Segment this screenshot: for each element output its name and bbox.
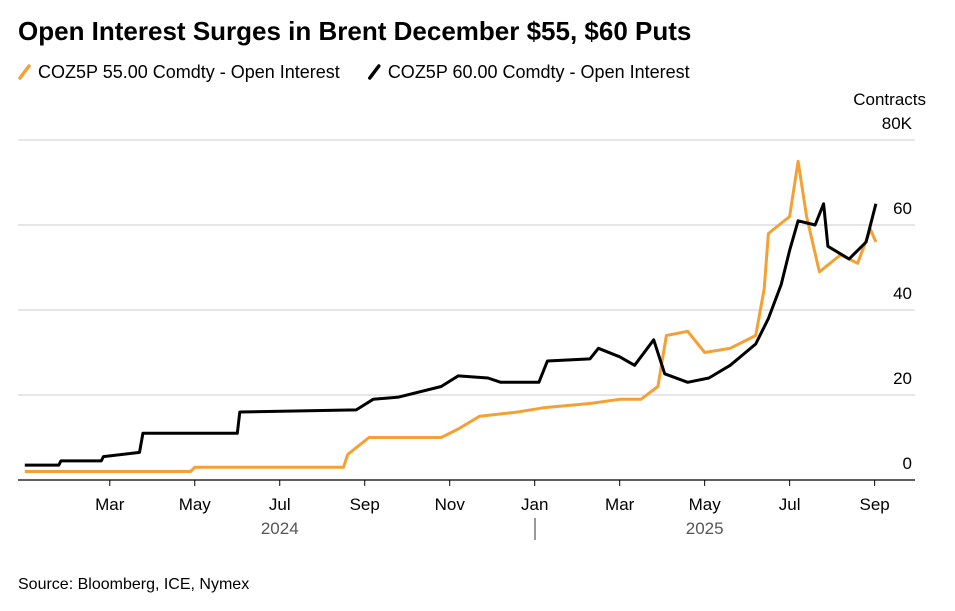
legend-label: COZ5P 60.00 Comdty - Open Interest [388,62,690,82]
x-tick-label: Jul [269,495,291,514]
year-label: 2024 [261,519,299,538]
year-label: 2025 [686,519,724,538]
x-tick-label: Nov [435,495,466,514]
x-tick-label: Mar [605,495,635,514]
x-tick-label: Sep [350,495,380,514]
x-tick-label: Jul [779,495,801,514]
y-axis-label: Contracts [853,90,926,109]
x-tick-label: May [689,495,722,514]
line-series [24,202,878,467]
x-tick-label: Sep [860,495,890,514]
chart-title: Open Interest Surges in Brent December $… [18,16,691,46]
y-tick-label: 40 [893,284,912,303]
y-tick-label: 0 [903,454,912,473]
source: Source: Bloomberg, ICE, Nymex [18,576,249,593]
legend-swatch [368,64,381,80]
y-tick-label: 20 [893,369,912,388]
legend-swatch [18,64,31,80]
legend-label: COZ5P 55.00 Comdty - Open Interest [38,62,340,82]
x-tick-label: Jan [521,495,548,514]
x-tick-label: Mar [95,495,125,514]
x-tick-label: May [179,495,212,514]
y-tick-label: 80K [882,114,913,133]
y-tick-label: 60 [893,199,912,218]
line-series [24,159,878,473]
